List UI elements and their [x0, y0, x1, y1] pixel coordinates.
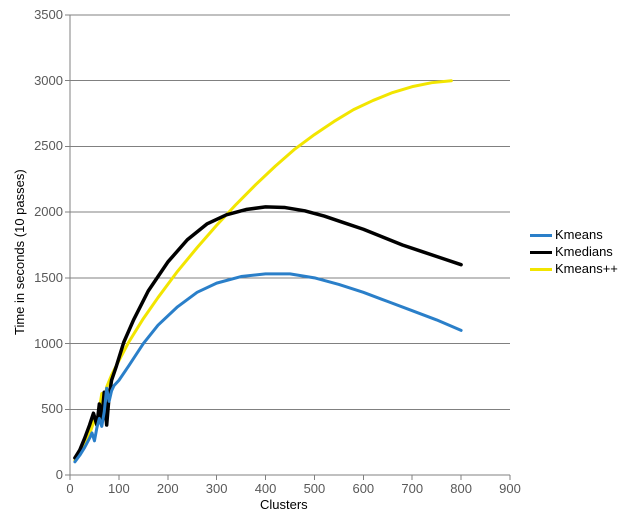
legend-label-0: Kmeans	[555, 227, 603, 242]
x-tick-1: 100	[105, 481, 133, 496]
y-tick-3: 1500	[34, 270, 63, 285]
x-tick-4: 400	[252, 481, 280, 496]
y-tick-6: 3000	[34, 73, 63, 88]
legend-item-2: Kmeans++	[530, 261, 618, 276]
chart-container: 0 100 200 300 400 500 600 700 800 900 0 500 1000 1500…	[0, 0, 635, 515]
y-tick-4: 2000	[34, 204, 63, 219]
x-tick-6: 600	[349, 481, 377, 496]
y-tick-0: 0	[56, 467, 63, 482]
y-tick-5: 2500	[34, 138, 63, 153]
y-tick-2: 1000	[34, 336, 63, 351]
series-kmeans	[75, 274, 461, 462]
y-tick-7: 3500	[34, 7, 63, 22]
legend-item-1: Kmedians	[530, 244, 618, 259]
series-kmedians	[75, 207, 461, 458]
x-tick-3: 300	[203, 481, 231, 496]
legend-swatch-2	[530, 268, 552, 271]
legend-swatch-1	[530, 251, 552, 254]
legend-swatch-0	[530, 234, 552, 237]
x-tick-7: 700	[398, 481, 426, 496]
x-tick-5: 500	[300, 481, 328, 496]
x-tick-0: 0	[56, 481, 84, 496]
legend-label-1: Kmedians	[555, 244, 613, 259]
legend-label-2: Kmeans++	[555, 261, 618, 276]
x-tick-8: 800	[447, 481, 475, 496]
x-axis-label: Clusters	[260, 497, 308, 512]
y-tick-1: 500	[41, 401, 63, 416]
x-tick-2: 200	[154, 481, 182, 496]
x-tick-9: 900	[496, 481, 524, 496]
legend-item-0: Kmeans	[530, 227, 618, 242]
series-kmeansplusplus	[75, 81, 451, 461]
legend: Kmeans Kmedians Kmeans++	[530, 225, 618, 278]
y-axis-label: Time in seconds (10 passes)	[12, 169, 27, 335]
